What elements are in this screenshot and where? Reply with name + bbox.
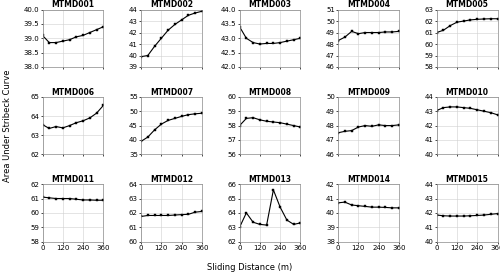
Title: MTMD011: MTMD011 [52,175,94,184]
Title: MTMD003: MTMD003 [248,1,292,10]
Title: MTMD007: MTMD007 [150,88,193,97]
Title: MTMD004: MTMD004 [347,1,390,10]
Title: MTMD015: MTMD015 [446,175,488,184]
Title: MTMD001: MTMD001 [52,1,94,10]
Title: MTMD009: MTMD009 [347,88,390,97]
Title: MTMD002: MTMD002 [150,1,193,10]
Title: MTMD005: MTMD005 [446,1,488,10]
Title: MTMD008: MTMD008 [248,88,292,97]
Title: MTMD010: MTMD010 [446,88,488,97]
Title: MTMD012: MTMD012 [150,175,193,184]
Title: MTMD014: MTMD014 [347,175,390,184]
Text: Sliding Distance (m): Sliding Distance (m) [208,263,292,272]
Title: MTMD013: MTMD013 [248,175,292,184]
Text: Area Under Stribeck Curve: Area Under Stribeck Curve [2,69,12,182]
Title: MTMD006: MTMD006 [52,88,94,97]
